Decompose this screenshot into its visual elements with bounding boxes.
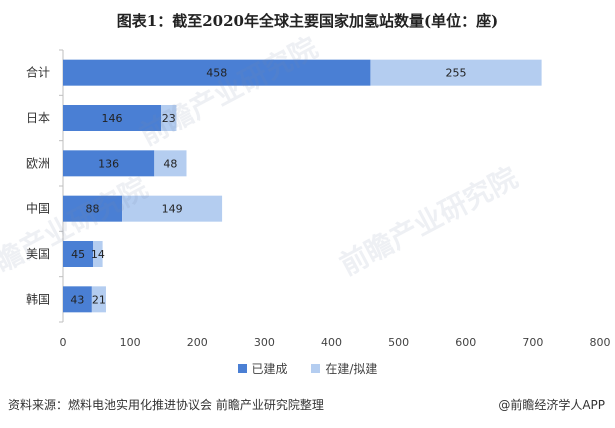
legend-label: 在建/拟建 xyxy=(325,362,378,376)
data-label: 149 xyxy=(162,203,183,216)
bar-planned xyxy=(161,105,177,131)
data-label: 48 xyxy=(163,157,177,170)
bar-built xyxy=(63,195,123,222)
y-category-label: 欧洲 xyxy=(26,156,50,170)
data-label: 88 xyxy=(86,203,100,216)
data-label: 14 xyxy=(91,248,105,261)
legend-label: 已建成 xyxy=(251,362,288,376)
data-label: 255 xyxy=(446,67,467,80)
data-label: 23 xyxy=(162,112,176,125)
bar-planned xyxy=(122,195,223,222)
source-note: 资料来源：燃料电池实用化推进协议会 前瞻产业研究院整理 xyxy=(8,398,324,412)
legend: 已建成 在建/拟建 xyxy=(0,360,615,377)
legend-item-planned[interactable]: 在建/拟建 xyxy=(311,360,377,377)
data-label: 21 xyxy=(92,293,106,306)
bar-planned xyxy=(93,241,103,267)
bar-built xyxy=(63,241,94,267)
x-tick-label: 400 xyxy=(321,336,342,349)
bar-built xyxy=(63,286,92,313)
x-tick-label: 200 xyxy=(187,336,208,349)
y-category-label: 韩国 xyxy=(26,291,50,306)
y-category-label: 美国 xyxy=(26,247,50,261)
x-tick-label: 100 xyxy=(120,336,141,349)
x-tick-label: 700 xyxy=(522,336,543,349)
bar-planned xyxy=(91,286,106,313)
brand-label: @前瞻经济学人APP xyxy=(498,398,605,412)
legend-item-built[interactable]: 已建成 xyxy=(237,360,288,377)
y-category-label: 合计 xyxy=(26,65,50,80)
bar-built xyxy=(63,59,371,86)
y-category-label: 中国 xyxy=(26,201,50,216)
bar-planned xyxy=(370,59,542,86)
data-label: 43 xyxy=(70,293,84,306)
bar-built xyxy=(63,150,155,177)
y-category-label: 日本 xyxy=(26,111,50,125)
x-tick-label: 300 xyxy=(254,336,275,349)
x-tick-label: 600 xyxy=(455,336,476,349)
data-label: 146 xyxy=(102,112,123,125)
x-tick-label: 0 xyxy=(60,336,67,349)
legend-swatch xyxy=(311,364,321,373)
x-tick-label: 500 xyxy=(388,336,409,349)
data-label: 45 xyxy=(71,248,85,261)
chart-title: 图表1：截至2020年全球主要国家加氢站数量(单位：座) xyxy=(116,12,499,30)
bar-planned xyxy=(154,150,187,177)
x-tick-label: 800 xyxy=(590,336,611,349)
data-label: 136 xyxy=(98,157,119,170)
data-label: 458 xyxy=(206,67,227,80)
bar-chart: 0 100 200 300 400 500 600 700 800 合计 458 255 日本 146 23… xyxy=(26,49,611,349)
bar-built xyxy=(63,105,162,131)
legend-swatch xyxy=(237,364,247,373)
